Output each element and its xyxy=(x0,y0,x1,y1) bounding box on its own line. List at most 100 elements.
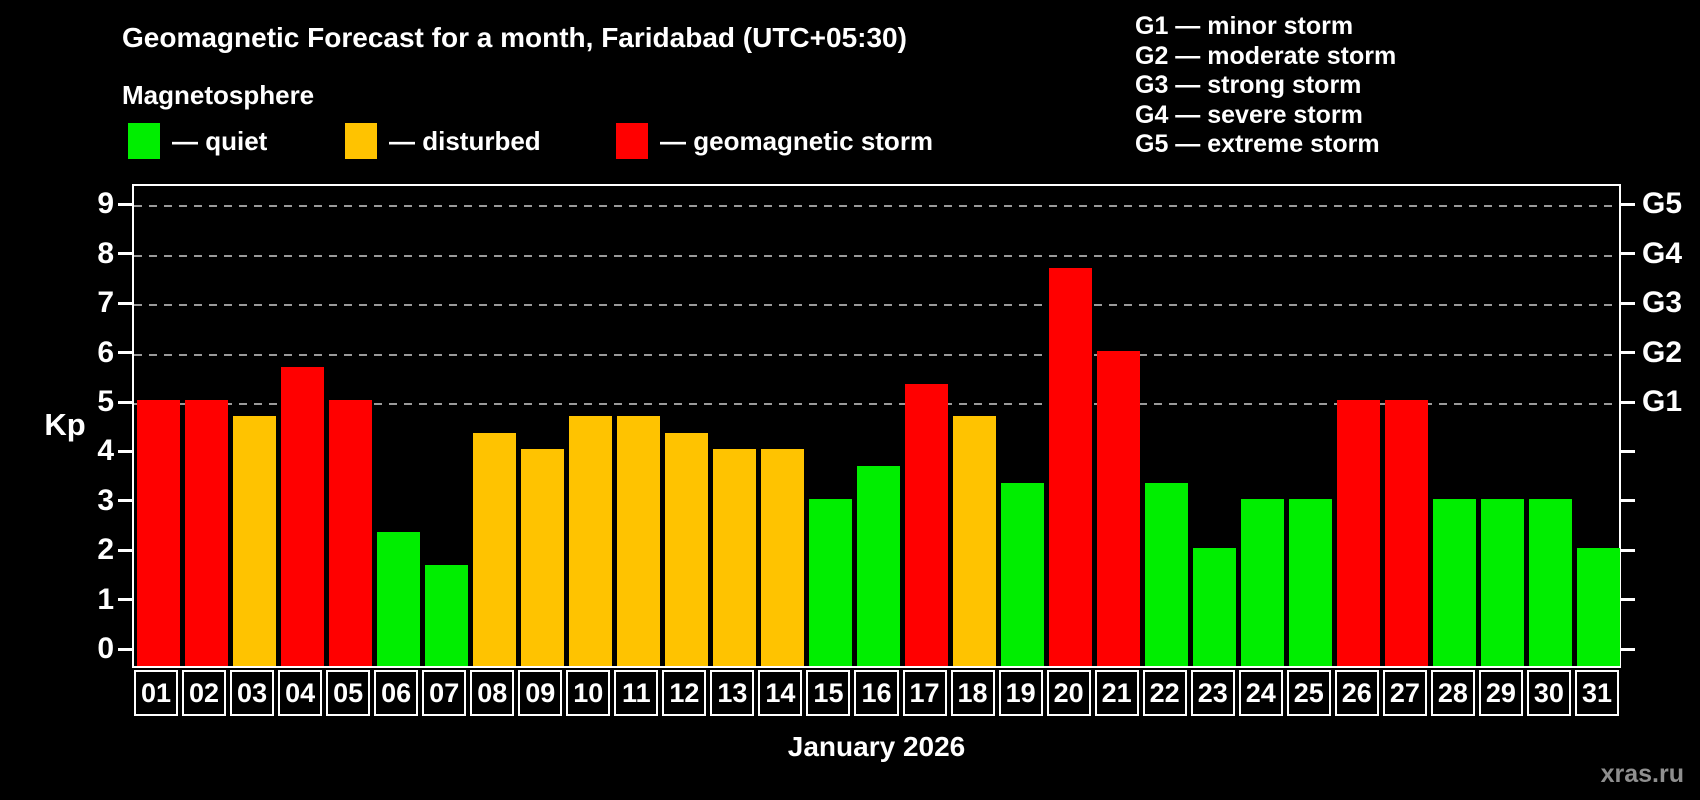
bar-day-18 xyxy=(953,416,997,666)
date-box-27: 27 xyxy=(1382,670,1427,716)
date-box-15: 15 xyxy=(806,670,851,716)
y-tick-label-5: 5 xyxy=(97,385,114,418)
date-box-08: 08 xyxy=(470,670,515,716)
date-box-13: 13 xyxy=(710,670,755,716)
date-box-01: 01 xyxy=(134,670,179,716)
date-box-25: 25 xyxy=(1286,670,1331,716)
date-box-20: 20 xyxy=(1046,670,1091,716)
date-box-12: 12 xyxy=(662,670,707,716)
date-box-30: 30 xyxy=(1526,670,1571,716)
y-tick-left-9 xyxy=(118,202,132,206)
bar-day-10 xyxy=(568,416,612,666)
date-box-22: 22 xyxy=(1142,670,1187,716)
g-legend-line-5: G5 — extreme storm xyxy=(1135,130,1380,158)
g-level-label-g5: G5 xyxy=(1642,187,1683,221)
bar-day-11 xyxy=(616,416,660,666)
y-tick-right-3 xyxy=(1621,499,1635,503)
bar-day-01 xyxy=(136,400,180,666)
chart-subtitle: Magnetosphere xyxy=(122,80,315,110)
y-tick-right-2 xyxy=(1621,548,1635,552)
date-box-28: 28 xyxy=(1430,670,1475,716)
bar-day-09 xyxy=(520,449,564,666)
date-box-11: 11 xyxy=(614,670,659,716)
y-tick-label-6: 6 xyxy=(97,335,114,369)
date-box-17: 17 xyxy=(902,670,947,716)
g-level-label-g4: G4 xyxy=(1642,236,1683,270)
legend-item-storm: — geomagnetic storm xyxy=(616,122,933,160)
date-box-04: 04 xyxy=(278,670,323,716)
bar-day-03 xyxy=(232,416,276,666)
g-legend-line-1: G1 — minor storm xyxy=(1135,12,1354,40)
y-tick-left-2 xyxy=(118,548,132,552)
bar-day-22 xyxy=(1145,482,1189,666)
page-title: Geomagnetic Forecast for a month, Farida… xyxy=(122,22,907,53)
date-box-19: 19 xyxy=(998,670,1043,716)
date-box-10: 10 xyxy=(566,670,611,716)
y-axis-label-kp: Kp xyxy=(44,407,86,442)
y-tick-label-8: 8 xyxy=(97,236,114,270)
gridline-kp-9 xyxy=(134,205,1619,208)
g-level-label-g3: G3 xyxy=(1642,286,1683,320)
date-box-05: 05 xyxy=(326,670,371,716)
bar-day-05 xyxy=(328,400,372,666)
bar-day-26 xyxy=(1337,400,1381,666)
bar-day-12 xyxy=(664,433,708,666)
bar-day-04 xyxy=(280,366,324,666)
date-box-26: 26 xyxy=(1334,670,1379,716)
watermark: xras.ru xyxy=(1600,760,1684,788)
g-legend-line-4: G4 — severe storm xyxy=(1135,100,1363,129)
y-tick-right-5 xyxy=(1621,400,1635,404)
bar-day-25 xyxy=(1289,498,1333,666)
legend-swatch-quiet xyxy=(128,123,160,159)
bar-day-27 xyxy=(1385,400,1429,666)
legend-item-quiet: — quiet xyxy=(128,122,267,160)
date-box-03: 03 xyxy=(230,670,275,716)
g-legend-line-3: G3 — strong storm xyxy=(1135,71,1362,99)
date-box-02: 02 xyxy=(182,670,227,716)
bar-day-07 xyxy=(424,564,468,666)
legend-label-disturbed: — disturbed xyxy=(389,125,541,156)
y-tick-right-6 xyxy=(1621,351,1635,355)
date-box-14: 14 xyxy=(758,670,803,716)
y-tick-left-7 xyxy=(118,301,132,305)
date-box-21: 21 xyxy=(1094,670,1139,716)
date-box-07: 07 xyxy=(422,670,467,716)
y-tick-label-0: 0 xyxy=(97,632,114,665)
y-tick-left-8 xyxy=(118,252,132,256)
y-tick-right-0 xyxy=(1621,647,1635,651)
date-box-06: 06 xyxy=(374,670,419,716)
bar-day-14 xyxy=(760,449,804,666)
y-tick-label-9: 9 xyxy=(97,187,114,221)
x-axis-month-label: January 2026 xyxy=(787,731,966,762)
bar-day-29 xyxy=(1481,498,1525,666)
legend-swatch-storm xyxy=(616,123,648,159)
plot-area xyxy=(132,184,1621,668)
y-tick-left-1 xyxy=(118,598,132,602)
bar-day-13 xyxy=(712,449,756,666)
legend-label-storm: — geomagnetic storm xyxy=(660,125,934,156)
bar-day-20 xyxy=(1049,268,1093,666)
bar-day-08 xyxy=(472,433,516,666)
bar-day-06 xyxy=(376,531,420,666)
y-tick-label-3: 3 xyxy=(97,483,114,517)
y-tick-right-4 xyxy=(1621,449,1635,453)
y-tick-label-1: 1 xyxy=(97,582,114,616)
y-tick-label-7: 7 xyxy=(97,286,114,320)
gridline-kp-8 xyxy=(134,254,1619,257)
bar-day-24 xyxy=(1241,498,1285,666)
date-box-29: 29 xyxy=(1478,670,1523,716)
y-tick-right-7 xyxy=(1621,301,1635,305)
y-tick-left-3 xyxy=(118,499,132,503)
y-tick-left-0 xyxy=(118,647,132,651)
legend-swatch-disturbed xyxy=(345,123,377,159)
bar-day-31 xyxy=(1577,548,1621,666)
bar-day-17 xyxy=(905,383,949,666)
y-tick-left-6 xyxy=(118,351,132,355)
g-level-label-g1: G1 xyxy=(1642,385,1683,418)
y-tick-right-9 xyxy=(1621,202,1635,206)
y-tick-right-1 xyxy=(1621,598,1635,602)
g-legend-line-2: G2 — moderate storm xyxy=(1135,41,1397,70)
legend-item-disturbed: — disturbed xyxy=(345,122,541,160)
bar-day-16 xyxy=(856,465,900,666)
